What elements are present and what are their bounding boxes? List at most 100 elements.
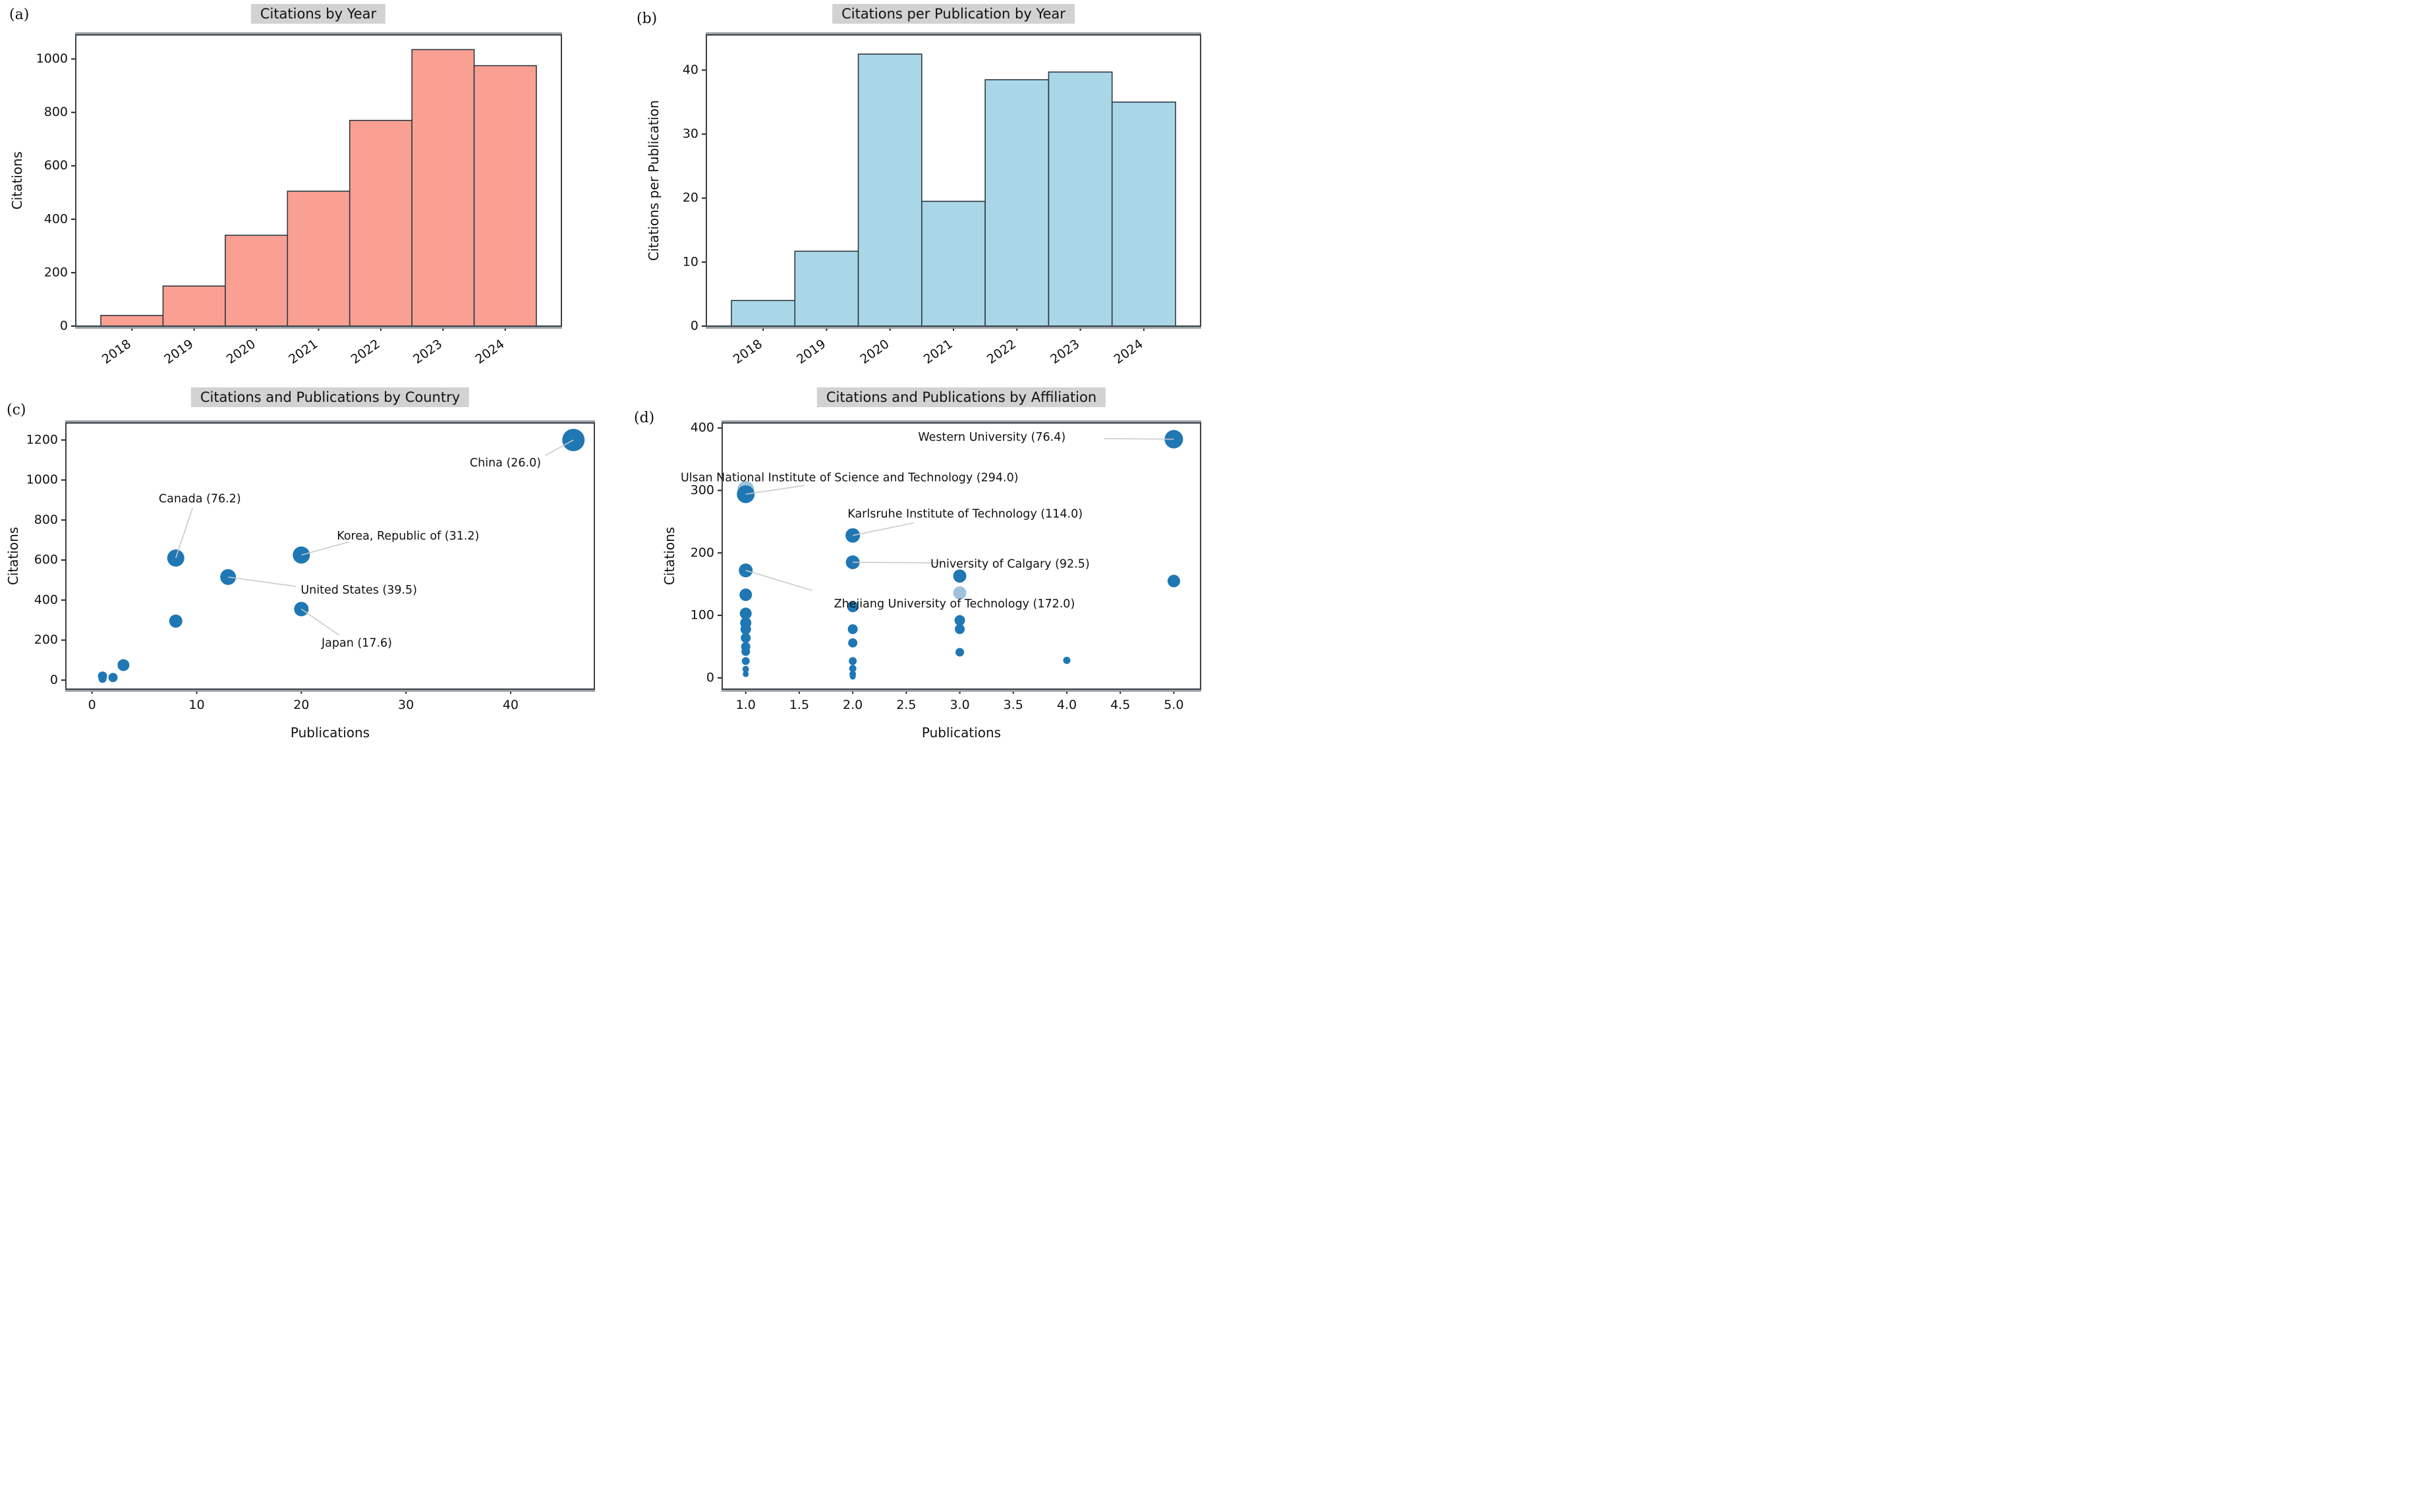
- y-tick-label: 20: [683, 190, 698, 205]
- annotation-label: Japan (17.6): [321, 637, 392, 650]
- bar-2020: [225, 235, 289, 327]
- data-point: [847, 601, 859, 613]
- data-point: [739, 588, 752, 602]
- data-point: [953, 586, 967, 600]
- xlabel-d: Publications: [921, 725, 1002, 741]
- annotation-label: Zhejiang University of Technology (172.0…: [834, 598, 1075, 611]
- bar-2019: [162, 285, 226, 327]
- axes-frame: [75, 34, 562, 327]
- data-point: [108, 673, 118, 683]
- data-point: [1063, 656, 1071, 664]
- bar-2023: [1048, 71, 1113, 327]
- x-tick-label-4.5: 4.5: [1110, 698, 1130, 712]
- data-point: [117, 659, 130, 671]
- x-tick-label-2.0: 2.0: [843, 698, 863, 712]
- x-tick-label-2019: 2019: [794, 337, 828, 367]
- y-tick-label: 800: [44, 105, 68, 119]
- y-tick-label: 800: [34, 513, 58, 527]
- data-point: [740, 623, 751, 634]
- y-tick-label: 400: [691, 420, 714, 435]
- y-tick-label: 0: [706, 670, 714, 685]
- data-point: [955, 648, 965, 657]
- panel-letter-d: (d): [634, 410, 655, 426]
- x-tick-label-2022: 2022: [984, 337, 1019, 367]
- x-tick-label-2022: 2022: [349, 337, 383, 367]
- data-point: [849, 657, 857, 665]
- data-point: [848, 638, 858, 648]
- annotation-label: Canada (76.2): [159, 492, 241, 505]
- y-tick-label: 300: [691, 483, 714, 497]
- annotation-leader-line: [175, 507, 193, 559]
- panel-letter-a: (a): [9, 7, 30, 23]
- bar-2019: [794, 250, 859, 327]
- bar-2023: [411, 49, 475, 327]
- x-tick-label-0: 0: [88, 698, 96, 712]
- title-citations-by-year: Citations by Year: [250, 4, 386, 24]
- annotation-leader-line: [301, 541, 349, 556]
- y-tick-label: 600: [34, 553, 58, 567]
- x-tick-label-40: 40: [503, 698, 519, 712]
- title-citations-per-publication: Citations per Publication by Year: [832, 4, 1075, 24]
- y-tick-label: 400: [34, 592, 58, 607]
- title-by-country: Citations and Publications by Country: [190, 387, 470, 407]
- y-tick-label: 30: [683, 126, 698, 141]
- x-tick-label-2023: 2023: [1048, 337, 1082, 367]
- annotation-label: University of Calgary (92.5): [930, 557, 1090, 571]
- axes-frame: [722, 422, 1201, 690]
- bar-2024: [1111, 101, 1176, 327]
- data-point: [849, 673, 856, 680]
- ylabel-c: Citations: [5, 526, 21, 586]
- axes-frame: [706, 34, 1201, 327]
- data-point: [98, 675, 107, 683]
- x-tick-label-2018: 2018: [99, 337, 134, 367]
- panel-letter-b: (b): [637, 11, 658, 27]
- y-tick-label: 40: [683, 63, 698, 77]
- x-tick-label-2021: 2021: [921, 337, 955, 367]
- x-tick-label-3.0: 3.0: [950, 698, 969, 712]
- bar-2021: [921, 200, 986, 327]
- x-tick-label-30: 30: [398, 698, 414, 712]
- panel-letter-c: (c): [7, 402, 26, 418]
- x-tick-label-2019: 2019: [161, 337, 196, 367]
- y-tick-label: 400: [44, 211, 68, 226]
- bar-2022: [984, 79, 1050, 327]
- ylabel-a: Citations: [9, 151, 25, 210]
- data-point: [741, 632, 751, 643]
- y-tick-label: 1000: [26, 472, 58, 487]
- data-point: [955, 624, 965, 634]
- bar-2020: [857, 53, 923, 327]
- x-tick-label-3.5: 3.5: [1004, 698, 1023, 712]
- data-point: [954, 615, 965, 626]
- y-tick-label: 1000: [36, 51, 68, 66]
- y-tick-label: 0: [60, 319, 68, 333]
- y-tick-label: 200: [691, 546, 714, 560]
- data-point: [1167, 574, 1180, 588]
- ylabel-d: Citations: [662, 526, 677, 586]
- annotation-label: Ulsan National Institute of Science and …: [681, 471, 1019, 484]
- x-tick-label-2020: 2020: [224, 337, 258, 367]
- title-by-affiliation: Citations and Publications by Affiliatio…: [816, 387, 1106, 407]
- x-tick-label-2021: 2021: [286, 337, 320, 367]
- figure-canvas: 0 200 400 600 800 1000 2018 2019 2020 2021 2022 202…: [0, 0, 1206, 756]
- annotation-leader-line: [852, 522, 914, 536]
- annotation-label: Korea, Republic of (31.2): [337, 530, 479, 543]
- x-tick-label-10: 10: [188, 698, 204, 712]
- annotation-label: China (26.0): [470, 457, 541, 470]
- annotation-leader-line: [853, 561, 941, 564]
- ylabel-b: Citations per Publication: [646, 99, 662, 262]
- annotation-label: Karlsruhe Institute of Technology (114.0…: [847, 507, 1083, 520]
- x-tick-label-1.5: 1.5: [789, 698, 809, 712]
- data-point: [742, 665, 749, 673]
- data-point: [169, 614, 183, 628]
- x-tick-label-5.0: 5.0: [1164, 698, 1183, 712]
- y-tick-label: 10: [683, 254, 698, 269]
- y-tick-label: 600: [44, 158, 68, 173]
- x-tick-label-2020: 2020: [857, 337, 892, 367]
- y-tick-label: 1200: [26, 432, 58, 447]
- annotation-label: United States (39.5): [300, 584, 417, 597]
- y-tick-label: 200: [44, 265, 68, 279]
- bar-2022: [349, 119, 412, 327]
- data-point: [741, 647, 751, 656]
- data-point: [847, 624, 858, 634]
